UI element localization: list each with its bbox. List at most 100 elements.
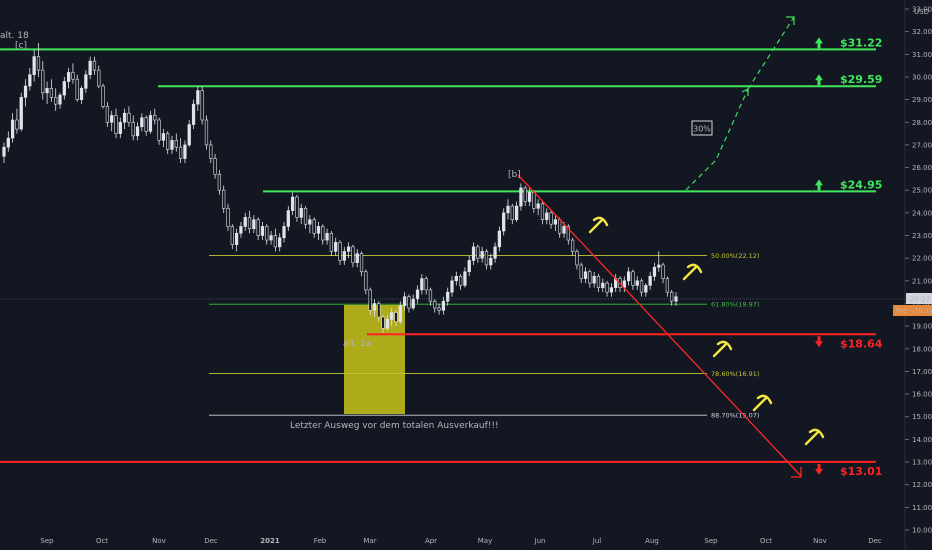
time-tick-label: Dec: [204, 537, 218, 545]
candle-body: [609, 287, 614, 293]
alt-18-label: alt. 18: [0, 31, 29, 41]
candle-body: [265, 226, 269, 241]
candle-body: [110, 115, 114, 123]
candle-body: [6, 137, 10, 148]
candle-body: [187, 124, 191, 146]
candle-body: [204, 119, 209, 146]
candle-body: [523, 187, 527, 202]
candle-body: [36, 56, 41, 71]
candle-body: [329, 232, 334, 252]
candle-body: [140, 117, 144, 128]
candle-body: [540, 203, 545, 220]
candle-body: [321, 226, 325, 241]
candles: [2, 42, 678, 333]
candle-body: [174, 140, 178, 148]
time-tick-label: Oct: [96, 537, 108, 545]
candle-body: [420, 278, 424, 291]
price-tick-label: 16.00: [912, 391, 932, 399]
candle-body: [355, 253, 359, 264]
price-tick-label: 17.00: [912, 368, 932, 376]
fib-level-label: 78.60%(16.91): [711, 370, 759, 378]
time-tick-label: 2021: [260, 537, 280, 545]
candle-body: [484, 251, 489, 266]
candle-body: [635, 280, 639, 286]
candle-body: [471, 246, 476, 261]
candle-body: [575, 251, 579, 266]
candle-body: [118, 121, 122, 134]
candle-body: [657, 264, 661, 268]
candle-body: [66, 72, 71, 82]
candle-body: [243, 217, 247, 227]
downtrend-line: [517, 174, 802, 477]
candle-body: [570, 239, 575, 252]
candle-body: [252, 219, 256, 230]
candle-body: [191, 103, 196, 125]
resistance-label: $31.22: [840, 36, 882, 49]
price-tick-label: 19.00: [912, 323, 932, 331]
candle-body: [407, 296, 411, 309]
candle-body: [596, 275, 601, 288]
price-tick-label: 12.00: [912, 481, 932, 489]
candle-body: [19, 97, 23, 130]
candle-body: [256, 219, 260, 236]
candle-body: [441, 300, 446, 311]
candle-body: [222, 189, 226, 209]
candle-body: [295, 196, 299, 218]
candle-body: [536, 203, 540, 209]
pickaxe-icon: [752, 394, 773, 412]
price-tick-label: 31.00: [912, 51, 932, 59]
candle-body: [579, 264, 583, 279]
candle-body: [402, 296, 407, 307]
zone-text: Letzter Ausweg vor dem totalen Ausverkau…: [290, 421, 499, 431]
pickaxe-icon: [712, 340, 733, 358]
candle-body: [312, 219, 316, 234]
price-tick-label: 28.00: [912, 119, 932, 127]
candle-body: [178, 146, 183, 159]
time-axis[interactable]: Sep Oct Nov Dec 2021 Feb Mar Apr May Jun Jul Aug Sep…: [40, 537, 882, 545]
candle-body: [92, 60, 97, 71]
candle-body: [183, 144, 187, 159]
candle-body: [553, 219, 558, 225]
candle-body: [385, 319, 390, 329]
candle-body: [10, 119, 15, 139]
candle-body: [135, 126, 140, 137]
candle-body: [247, 217, 252, 230]
time-tick-label: Dec: [868, 537, 882, 545]
candle-body: [334, 242, 338, 252]
candle-body: [127, 112, 131, 123]
price-tick-label: 21.00: [912, 277, 932, 285]
candle-body: [549, 212, 553, 225]
current-price-value: 20.27: [910, 296, 930, 304]
candle-body: [428, 289, 433, 302]
time-tick-label: Nov: [152, 537, 166, 545]
candle-body: [377, 303, 381, 318]
arrow-up-icon: [815, 37, 823, 49]
candle-body: [122, 112, 127, 123]
pickaxe-icon: [682, 263, 703, 281]
time-tick-label: Feb: [314, 537, 327, 545]
price-levels: $31.22 $29.59 $24.95 $18.64 $13.01: [0, 36, 883, 478]
price-tick-label: 33.00: [912, 6, 932, 14]
candle-body: [506, 205, 510, 214]
candle-body: [381, 316, 385, 329]
candle-body: [269, 235, 273, 241]
candle-body: [398, 305, 402, 322]
time-tick-label: Jul: [592, 537, 602, 545]
candle-body: [351, 246, 355, 264]
candle-body: [32, 56, 36, 75]
time-tick-label: Sep: [704, 537, 718, 545]
time-tick-label: Nov: [813, 537, 827, 545]
candle-body: [75, 78, 79, 100]
downtrend-arrowhead: [791, 467, 802, 478]
candle-body: [545, 212, 549, 220]
candle-body: [170, 140, 174, 150]
candle-body: [592, 275, 596, 284]
price-tick-label: 26.00: [912, 164, 932, 172]
candle-body: [467, 260, 471, 273]
price-tick-label: 29.00: [912, 96, 932, 104]
wave-b-label: [b]: [508, 170, 521, 180]
resistance-label: $24.95: [840, 178, 882, 191]
candle-body: [54, 97, 58, 105]
candle-body: [49, 87, 54, 98]
